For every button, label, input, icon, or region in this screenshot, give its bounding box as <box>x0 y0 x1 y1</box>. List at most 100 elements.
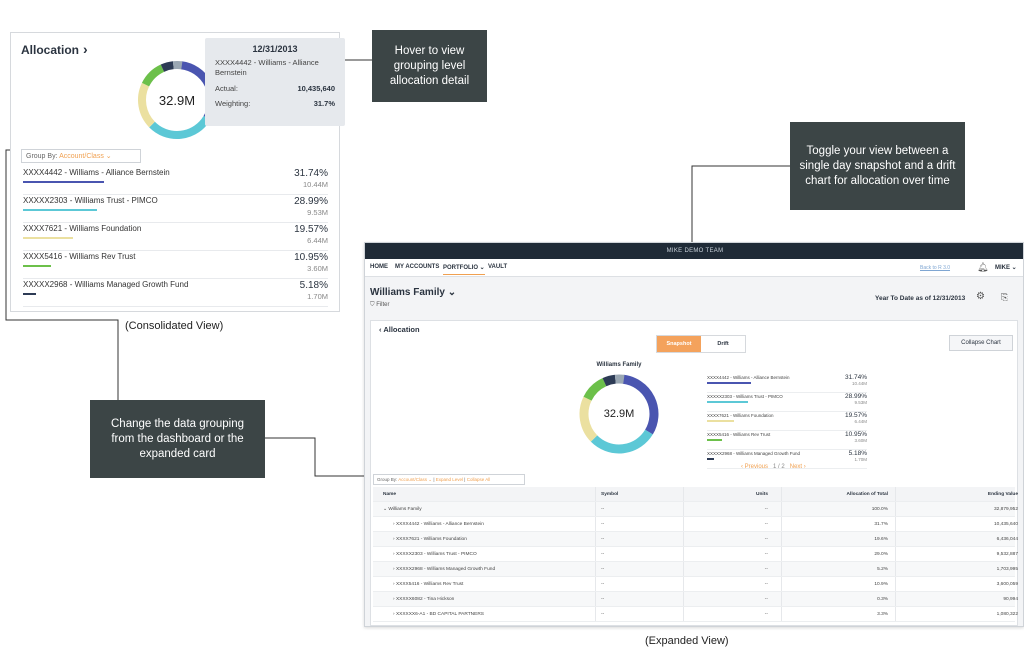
table-row[interactable]: › XXXXX2303 - Williams Trust - PIMCO -- --… <box>373 547 1018 562</box>
column-divider <box>683 532 684 546</box>
cell-symbol: -- <box>601 612 605 617</box>
donut-title: Williams Family <box>596 362 642 368</box>
cell-name-text: XXXXXX6-A1 - BD CAPITAL PARTNERS <box>395 612 484 617</box>
chevron-right-icon[interactable]: › <box>393 537 396 542</box>
account-name: XXXX5416 - Williams Rev Trust <box>707 432 771 437</box>
callout-group: Change the data grouping from the dashbo… <box>90 400 265 478</box>
family-selector[interactable]: Williams Family ⌄ <box>370 287 456 298</box>
account-percent: 28.99% <box>844 393 867 400</box>
chevron-right-icon[interactable]: › <box>393 612 396 617</box>
nav-my-accounts[interactable]: MY ACCOUNTS <box>395 264 440 270</box>
allocation-list-item[interactable]: XXXX4442 - Williams - Alliance Bernstein… <box>23 168 328 195</box>
page-indicator: 1 / 2 <box>773 464 785 470</box>
expand-level-link[interactable]: Expand Level <box>435 477 464 482</box>
next-page-button[interactable]: Next › <box>789 464 806 470</box>
chevron-down-icon[interactable]: ⌄ <box>383 507 389 512</box>
donut-segment[interactable] <box>579 396 598 442</box>
donut-segment[interactable] <box>622 374 659 435</box>
allocation-list-item[interactable]: XXXX7621 - Williams Foundation 19.57% 6.44… <box>707 412 867 431</box>
cell-name-text: XXXX5416 - Williams Rev Trust <box>395 582 464 587</box>
group-by-label: Group By: <box>26 153 58 160</box>
gear-icon[interactable]: ⚙ <box>976 291 985 302</box>
table-row[interactable]: › XXXXX6082 - Tina Hickson -- -- 0.3% 90,994 <box>373 592 1018 607</box>
export-icon[interactable]: ⎘ <box>1001 292 1009 302</box>
user-menu[interactable]: MIKE ⌄ <box>995 264 1017 271</box>
group-by-selector[interactable]: Group By: Account/Class ⌄ <box>21 149 141 163</box>
previous-page-button[interactable]: ‹ Previous <box>741 464 769 470</box>
consolidated-view-caption: (Consolidated View) <box>125 320 224 332</box>
account-percent: 19.57% <box>294 224 328 235</box>
allocation-bar <box>23 265 51 267</box>
bell-icon[interactable]: 🔔︎ <box>977 262 989 272</box>
table-row[interactable]: › XXXX4442 - Williams - Alliance Bernste… <box>373 517 1018 532</box>
allocation-list-item[interactable]: XXXXX2968 - Williams Managed Growth Fund… <box>23 280 328 307</box>
callout-toggle: Toggle your view between a single day sn… <box>790 122 965 210</box>
column-divider <box>781 577 782 591</box>
cell-name: › XXXX4442 - Williams - Alliance Bernste… <box>393 522 484 527</box>
user-name: MIKE <box>995 265 1010 271</box>
cell-ending-value: 1,080,322 <box>996 612 1018 617</box>
allocation-list-item[interactable]: XXXX4442 - Williams - Alliance Bernstein… <box>707 374 867 393</box>
group-by-selector[interactable]: Account/Class ⌄ <box>398 477 433 482</box>
donut-segment[interactable] <box>160 61 174 72</box>
cell-name-text: XXXXX2968 - Williams Managed Growth Fund <box>395 567 496 572</box>
table-row[interactable]: › XXXXXX6-A1 - BD CAPITAL PARTNERS -- -- 3.… <box>373 607 1018 622</box>
expanded-donut-chart[interactable] <box>578 373 660 455</box>
table-row[interactable]: ⌄ Williams Family -- -- 100.0% 32,879,952 <box>373 502 1018 517</box>
cell-ending-value: 3,600,059 <box>996 582 1018 587</box>
drift-button[interactable]: Drift <box>701 336 745 352</box>
chevron-right-icon: › <box>83 41 88 57</box>
collapse-chart-button[interactable]: Collapse Chart <box>949 335 1013 351</box>
donut-segment[interactable] <box>138 82 156 128</box>
expanded-view-caption: (Expanded View) <box>645 635 729 647</box>
column-divider <box>595 487 596 501</box>
allocation-title-link[interactable]: Allocation › <box>21 41 88 57</box>
chevron-right-icon[interactable]: › <box>393 582 396 587</box>
nav-portfolio[interactable]: PORTFOLIO ⌄ <box>443 264 485 275</box>
allocation-bar <box>707 458 715 460</box>
collapse-all-link[interactable]: Collapse All <box>466 477 491 482</box>
snapshot-button[interactable]: Snapshot <box>657 336 701 352</box>
back-link[interactable]: Back to R 3.0 <box>920 265 951 271</box>
allocation-bar <box>707 401 748 403</box>
column-divider <box>595 502 596 516</box>
account-amount: 9.53M <box>307 208 328 217</box>
cell-allocation: 31.7% <box>874 522 888 527</box>
chevron-right-icon[interactable]: › <box>393 567 396 572</box>
allocation-list-item[interactable]: XXXX5416 - Williams Rev Trust 10.95% 3.60M <box>707 431 867 450</box>
allocation-list-item[interactable]: XXXXX2303 - Williams Trust - PIMCO 28.99%… <box>23 196 328 223</box>
column-divider <box>595 562 596 576</box>
family-name: Williams Family <box>370 287 445 298</box>
table-row[interactable]: › XXXX5416 - Williams Rev Trust -- -- 10.9%… <box>373 577 1018 592</box>
cell-ending-value: 1,703,995 <box>996 567 1018 572</box>
account-percent: 10.95% <box>844 431 867 438</box>
donut-segment[interactable] <box>602 374 616 387</box>
allocation-back-link[interactable]: ‹ Allocation <box>379 325 420 334</box>
allocation-list-item[interactable]: XXXXX2968 - Williams Managed Growth Fund… <box>707 450 867 469</box>
donut-segment[interactable] <box>149 115 211 139</box>
table-row[interactable]: › XXXXX2968 - Williams Managed Growth Fu… <box>373 562 1018 577</box>
donut-segment[interactable] <box>590 429 653 454</box>
account-amount: 3.60M <box>307 264 328 273</box>
allocation-bar <box>23 293 37 295</box>
nav-vault[interactable]: VAULT <box>488 264 508 270</box>
chevron-right-icon[interactable]: › <box>393 597 396 602</box>
filter-button[interactable]: ⛉ Filter <box>370 302 390 309</box>
cell-ending-value: 9,532,887 <box>996 552 1018 557</box>
chevron-right-icon[interactable]: › <box>393 552 396 557</box>
table-row[interactable]: › XXXX7621 - Williams Foundation -- -- 19.6… <box>373 532 1018 547</box>
cell-name: › XXXXXX6-A1 - BD CAPITAL PARTNERS <box>393 612 484 617</box>
allocation-list-item[interactable]: XXXXX2303 - Williams Trust - PIMCO 28.99%… <box>707 393 867 412</box>
allocation-list-item[interactable]: XXXX7621 - Williams Foundation 19.57% 6.44… <box>23 224 328 251</box>
column-divider <box>781 562 782 576</box>
cell-name: › XXXXX6082 - Tina Hickson <box>393 597 454 602</box>
allocation-list-item[interactable]: XXXX5416 - Williams Rev Trust 10.95% 3.60M <box>23 252 328 279</box>
cell-units: -- <box>764 582 768 587</box>
donut-segment[interactable] <box>141 64 165 87</box>
column-divider <box>683 487 684 501</box>
chevron-down-icon: ⌄ <box>447 287 457 298</box>
tooltip-weighting-row: Weighting: 31.7% <box>215 99 335 108</box>
donut-segment[interactable] <box>583 378 607 401</box>
nav-home[interactable]: HOME <box>370 264 388 270</box>
chevron-right-icon[interactable]: › <box>393 522 396 527</box>
